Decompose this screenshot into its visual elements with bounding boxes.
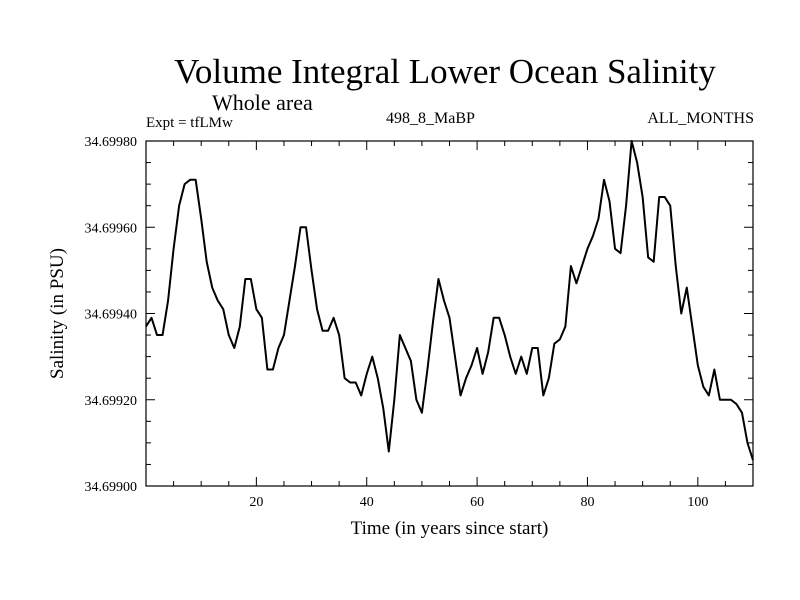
experiment-label: Expt = tfLMw bbox=[146, 115, 233, 131]
y-axis-label: Salinity (in PSU) bbox=[47, 248, 68, 379]
y-tick-label: 34.69960 bbox=[85, 221, 138, 236]
y-tick-label: 34.69920 bbox=[85, 394, 138, 409]
x-tick-label: 60 bbox=[470, 495, 484, 510]
x-tick-label: 20 bbox=[249, 495, 263, 510]
x-tick-label: 100 bbox=[687, 495, 708, 510]
plot-frame bbox=[145, 140, 754, 487]
x-axis-label: Time (in years since start) bbox=[351, 518, 549, 539]
x-tick-label: 80 bbox=[580, 495, 594, 510]
period-label: ALL_MONTHS bbox=[647, 110, 754, 127]
chart-subtitle: Whole area bbox=[212, 90, 313, 115]
y-tick-label: 34.69940 bbox=[85, 308, 138, 323]
run-name-label: 498_8_MaBP bbox=[386, 110, 475, 127]
x-tick-label: 40 bbox=[360, 495, 374, 510]
y-tick-label: 34.69980 bbox=[85, 135, 138, 150]
y-tick-label: 34.69900 bbox=[85, 480, 138, 495]
chart-title: Volume Integral Lower Ocean Salinity bbox=[174, 52, 716, 91]
salinity-series-line bbox=[145, 140, 754, 461]
